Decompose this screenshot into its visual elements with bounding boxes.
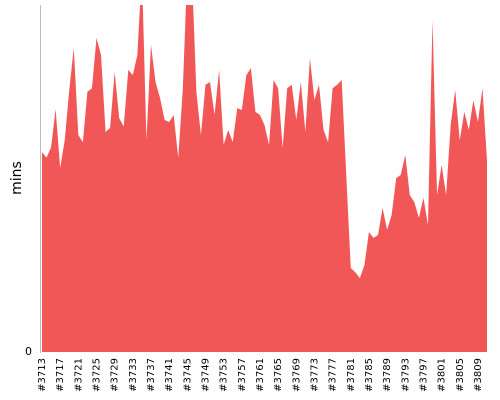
x-tick-label: #3765: [273, 358, 284, 392]
x-tick-label: #3797: [418, 358, 429, 392]
x-tick-label: #3725: [91, 358, 102, 392]
x-tick-label: #3781: [346, 358, 357, 392]
x-tick-label: #3717: [55, 358, 66, 392]
x-tick-label: #3801: [437, 358, 448, 392]
x-tick-label: #3809: [473, 358, 484, 392]
x-tick-label: #3773: [309, 358, 320, 392]
x-tick-label: #3805: [455, 358, 466, 392]
x-tick-label: #3785: [364, 358, 375, 392]
x-tick-label: #3793: [400, 358, 411, 392]
x-tick-label: #3729: [110, 358, 121, 392]
x-tick-label: #3749: [200, 358, 211, 392]
x-tick-label: #3777: [328, 358, 339, 392]
x-tick-label: #3741: [164, 358, 175, 392]
area: [42, 5, 487, 352]
y-axis-label: mins: [9, 161, 25, 195]
x-tick-label: #3745: [182, 358, 193, 392]
x-tick-label: #3769: [291, 358, 302, 392]
x-tick-label: #3713: [37, 358, 48, 392]
y-tick-label: 0: [25, 345, 32, 358]
x-tick-label: #3721: [73, 358, 84, 392]
x-tick-label: #3757: [237, 358, 248, 392]
x-tick-label: #3789: [382, 358, 393, 392]
x-tick-label: #3733: [128, 358, 139, 392]
x-tick-label: #3737: [146, 358, 157, 392]
x-tick-label: #3761: [255, 358, 266, 392]
x-tick-label: #3753: [219, 358, 230, 392]
